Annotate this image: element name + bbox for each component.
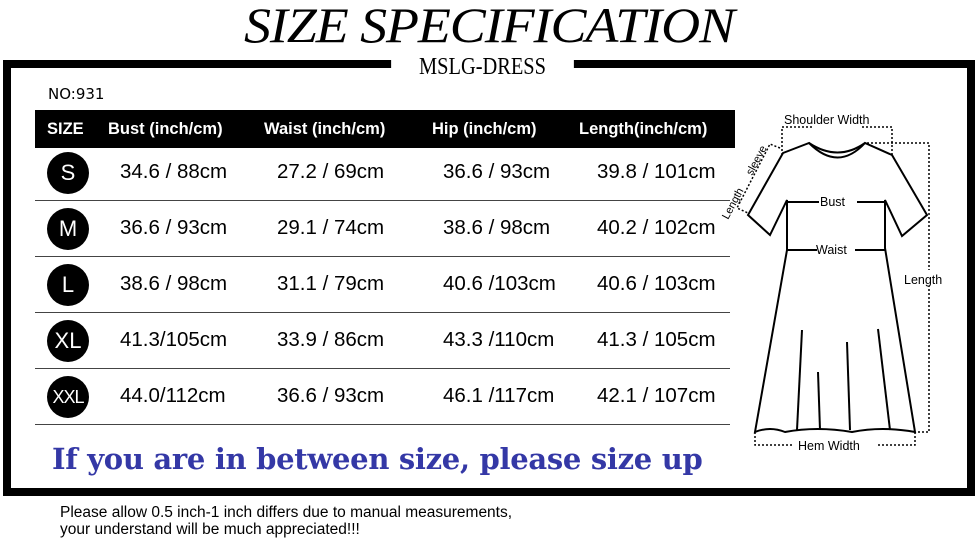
dress-outline xyxy=(746,141,929,434)
label-sleeve-length: Length xyxy=(720,186,746,221)
cell-length: 40.2 / 102cm xyxy=(597,216,716,239)
table-header: SIZE Bust (inch/cm) Waist (inch/cm) Hip … xyxy=(35,110,735,148)
label-shoulder-width: Shoulder Width xyxy=(784,113,870,127)
cell-waist: 36.6 / 93cm xyxy=(277,384,385,407)
cell-hip: 36.6 / 93cm xyxy=(443,160,551,183)
cell-bust: 41.3/105cm xyxy=(120,328,228,351)
cell-hip: 46.1 /117cm xyxy=(443,384,555,407)
table-row: M 36.6 / 93cm 29.1 / 74cm 38.6 / 98cm 40.2 /… xyxy=(35,200,730,257)
size-badge: XL xyxy=(47,320,89,362)
size-tip: If you are in between size, please size … xyxy=(52,442,703,476)
model-number: NO:931 xyxy=(48,85,105,103)
page-title: SIZE SPECIFICATION xyxy=(243,0,735,53)
header-bust: Bust (inch/cm) xyxy=(108,120,223,138)
brand-label: MSLG-DRESS xyxy=(391,52,574,82)
size-badge: XXL xyxy=(47,376,89,418)
table-row: L 38.6 / 98cm 31.1 / 79cm 40.6 /103cm 40.6 /… xyxy=(35,256,730,313)
cell-bust: 44.0/112cm xyxy=(120,384,226,407)
note-line: your understand will be much appreciated… xyxy=(60,521,360,538)
cell-waist: 29.1 / 74cm xyxy=(277,216,385,239)
cell-hip: 38.6 / 98cm xyxy=(443,216,551,239)
cell-bust: 34.6 / 88cm xyxy=(120,160,228,183)
label-sleeve: sleeve xyxy=(744,144,770,178)
table-row: S 34.6 / 88cm 27.2 / 69cm 36.6 / 93cm 39.8 /… xyxy=(35,144,730,201)
cell-hip: 43.3 /110cm xyxy=(443,328,555,351)
label-length: Length xyxy=(904,273,942,287)
cell-bust: 36.6 / 93cm xyxy=(120,216,228,239)
label-hem-width: Hem Width xyxy=(798,439,860,453)
cell-length: 40.6 / 103cm xyxy=(597,272,716,295)
label-bust: Bust xyxy=(820,195,846,209)
cell-waist: 31.1 / 79cm xyxy=(277,272,385,295)
cell-hip: 40.6 /103cm xyxy=(443,272,556,295)
size-badge: S xyxy=(47,152,89,194)
table-row: XL 41.3/105cm 33.9 / 86cm 43.3 /110cm 41.3 /… xyxy=(35,312,730,369)
header-waist: Waist (inch/cm) xyxy=(264,120,386,138)
cell-bust: 38.6 / 98cm xyxy=(120,272,228,295)
table-row: XXL 44.0/112cm 36.6 / 93cm 46.1 /117cm 42.1 … xyxy=(35,368,730,425)
header-size: SIZE xyxy=(47,120,84,138)
size-badge: L xyxy=(47,264,89,306)
header-length: Length(inch/cm) xyxy=(579,120,708,138)
cell-length: 42.1 / 107cm xyxy=(597,384,716,407)
cell-length: 41.3 / 105cm xyxy=(597,328,716,351)
measurement-note: Please allow 0.5 inch-1 inch differs due… xyxy=(60,504,512,538)
label-waist: Waist xyxy=(816,243,847,257)
size-badge: M xyxy=(47,208,89,250)
dress-measurement-diagram: Shoulder Width Bust Waist Length Hem Wid… xyxy=(720,113,957,453)
cell-length: 39.8 / 101cm xyxy=(597,160,716,183)
header-hip: Hip (inch/cm) xyxy=(432,120,537,138)
cell-waist: 33.9 / 86cm xyxy=(277,328,385,351)
note-line: Please allow 0.5 inch-1 inch differs due… xyxy=(60,504,513,521)
cell-waist: 27.2 / 69cm xyxy=(277,160,385,183)
